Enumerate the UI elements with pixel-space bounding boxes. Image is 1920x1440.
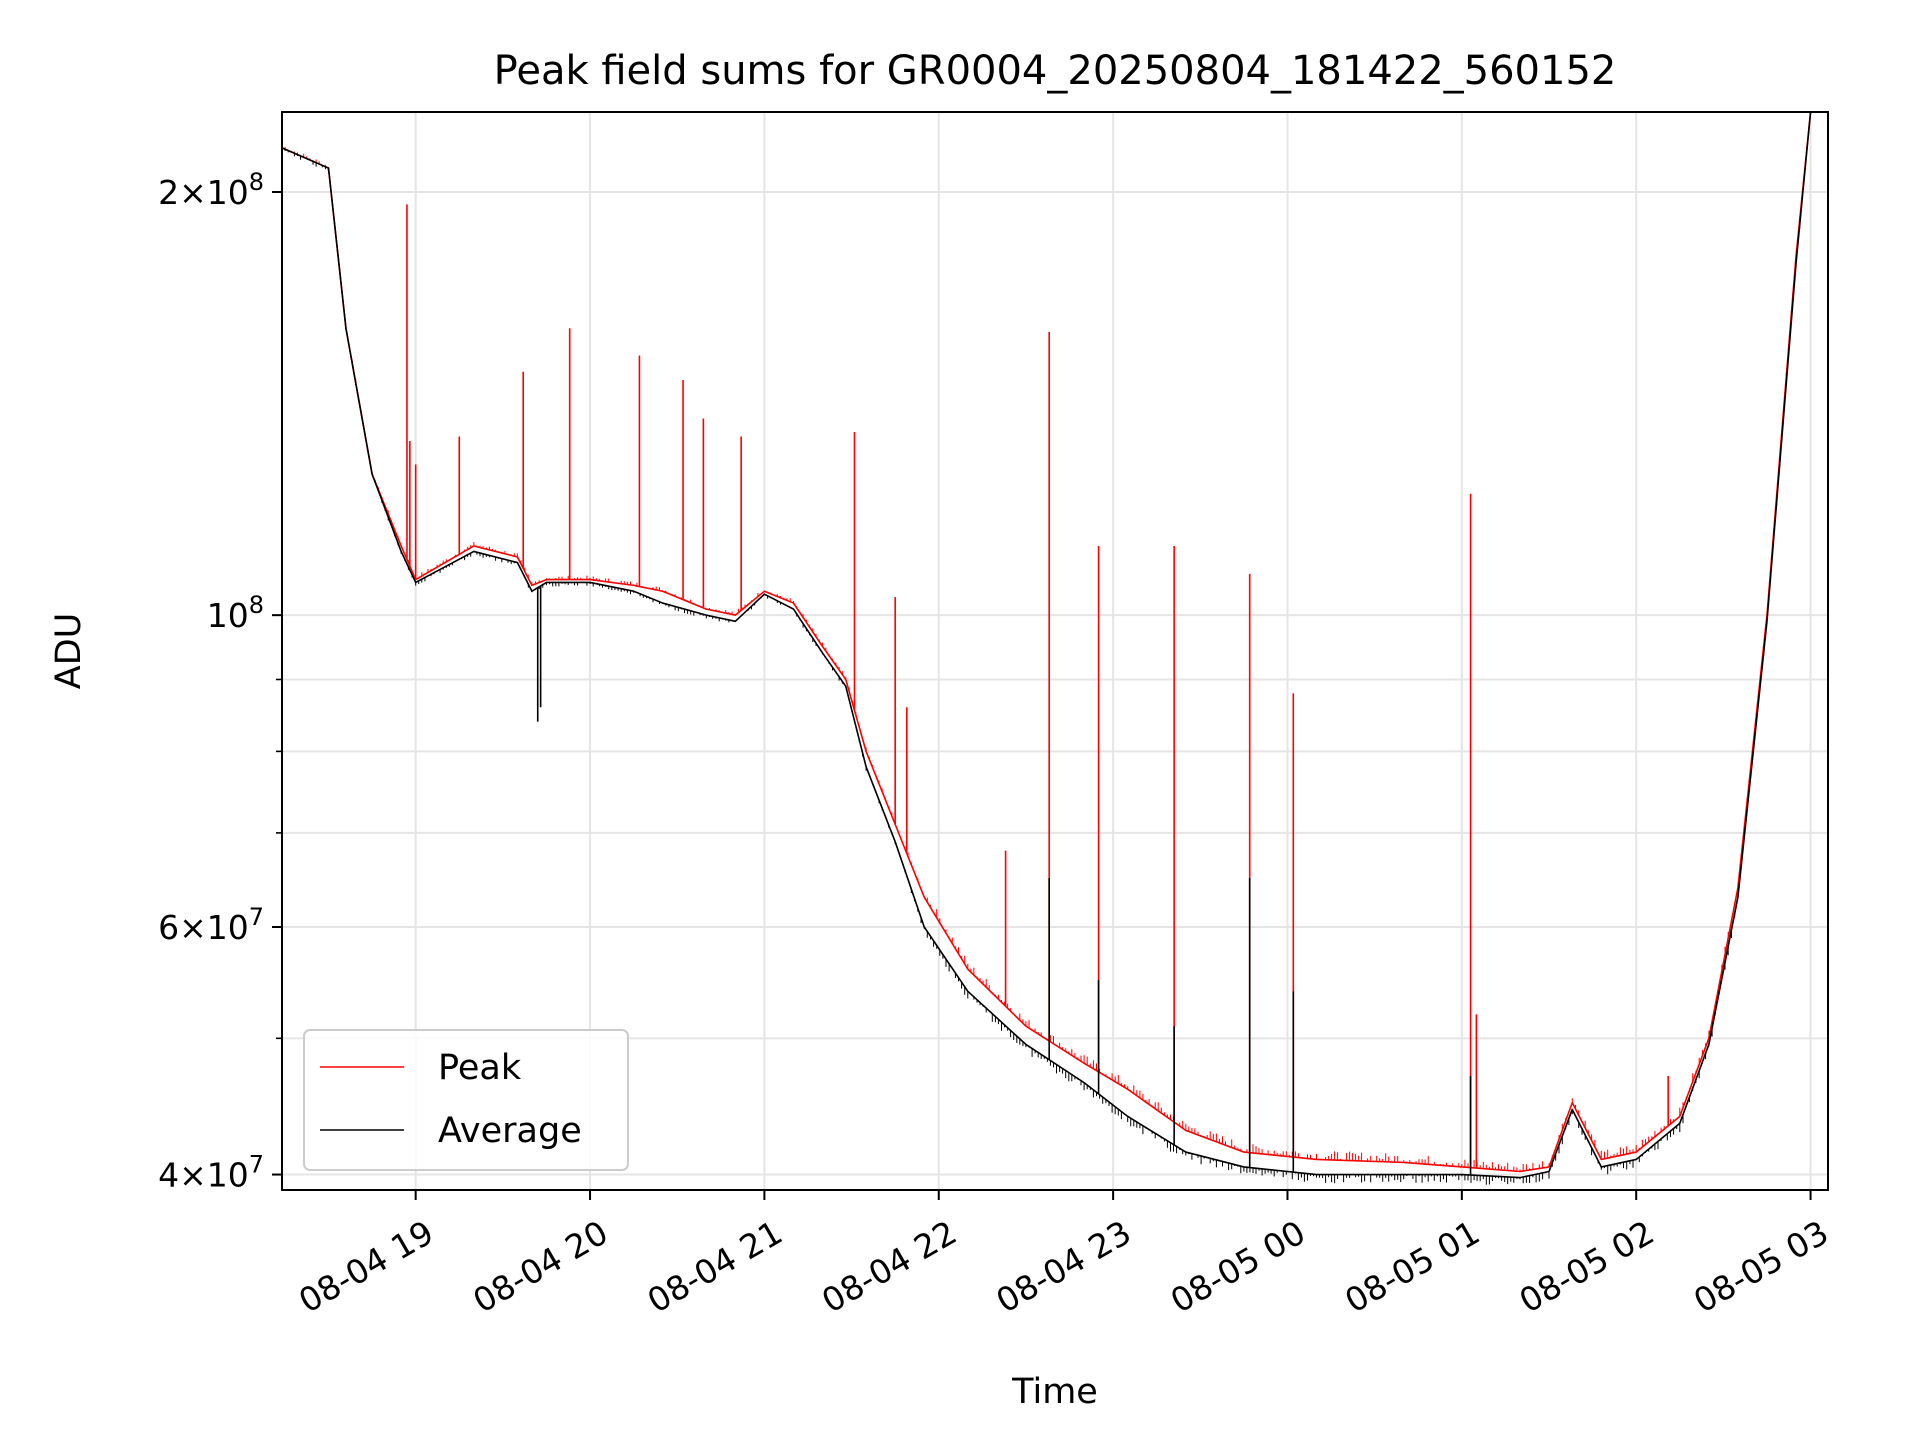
grid	[282, 112, 1828, 1190]
peak-line	[281, 111, 1812, 1173]
plot-frame	[281, 111, 1829, 1191]
legend-label-peak: Peak	[438, 1048, 522, 1088]
x-axis-label: Time	[1011, 1372, 1098, 1412]
y-tick-label: 2×108	[158, 168, 264, 212]
plot-lines	[281, 111, 1812, 1185]
legend-label-average: Average	[438, 1111, 582, 1151]
average-line	[281, 111, 1812, 1179]
legend-box	[303, 1029, 629, 1171]
chart-title: Peak field sums for GR0004_20250804_1814…	[494, 48, 1617, 94]
legend: Peak Average	[303, 1029, 629, 1171]
y-tick-label: 6×107	[158, 903, 264, 947]
y-tick-label: 108	[207, 591, 264, 635]
y-axis-label: ADU	[49, 613, 89, 690]
series-peak	[281, 111, 1812, 1173]
y-tick-label: 4×107	[158, 1151, 264, 1195]
